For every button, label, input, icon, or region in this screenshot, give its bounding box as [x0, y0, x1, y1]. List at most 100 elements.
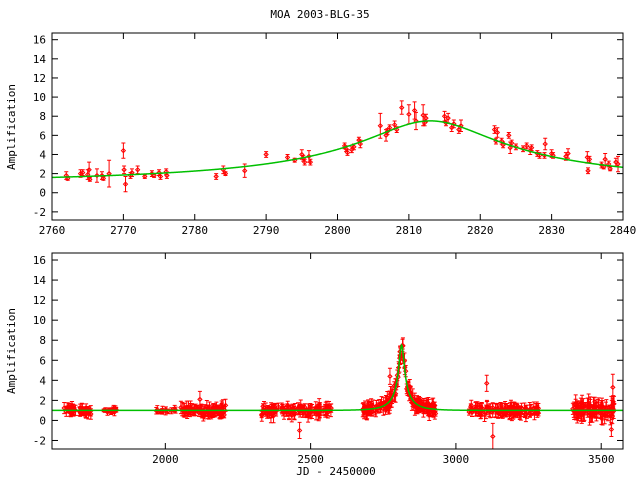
y-tick-label: 10: [33, 314, 46, 327]
x-tick-label: 2820: [467, 224, 494, 237]
data-point: [343, 146, 349, 152]
data-point: [423, 115, 429, 121]
x-tick-label: 2500: [297, 453, 324, 466]
data-point: [451, 121, 457, 127]
plot-frame: [51, 32, 624, 221]
y-tick-label: 12: [33, 294, 46, 307]
data-point: [508, 140, 515, 146]
error-bar: [399, 100, 404, 115]
error-bar: [414, 111, 419, 131]
data-point: [490, 433, 496, 440]
y-tick-label: 0: [39, 414, 46, 427]
chart-title: MOA 2003-BLG-35: [270, 8, 369, 21]
data-point: [154, 407, 161, 413]
data-point: [326, 402, 332, 409]
data-point: [602, 156, 608, 162]
data-point: [360, 406, 366, 412]
data-point: [325, 409, 331, 415]
error-bar: [220, 402, 225, 416]
data-point: [214, 410, 220, 416]
error-bar: [297, 421, 302, 439]
y-tick-label: 10: [33, 91, 46, 104]
y-tick-label: 4: [39, 148, 46, 161]
x-tick-label: 2840: [610, 224, 637, 237]
data-point: [100, 175, 107, 182]
data-point: [259, 412, 265, 419]
data-point: [481, 412, 488, 418]
data-point: [469, 409, 475, 416]
data-point: [598, 415, 605, 421]
data-point: [494, 129, 501, 136]
data-point: [386, 404, 393, 410]
y-tick-label: 8: [39, 110, 46, 123]
y-tick-label: 14: [33, 53, 47, 66]
data-point: [499, 409, 506, 415]
data-point: [484, 380, 490, 387]
data-point: [301, 159, 308, 165]
error-bar: [591, 396, 596, 417]
data-point: [88, 411, 94, 417]
top-panel-zoomed: -2 0 2 4 6 8 10 12 14 16 2760 2770 2780 2790 2800 2810 2…: [33, 32, 637, 237]
model-fit-curve: [52, 343, 623, 412]
data-point: [67, 409, 74, 416]
y-tick-label: 6: [39, 354, 46, 367]
data-point: [79, 169, 86, 176]
y-tick-label: 14: [33, 274, 47, 287]
data-point: [142, 173, 148, 180]
data-point: [592, 407, 599, 413]
data-point: [87, 176, 93, 183]
error-bar: [190, 403, 195, 416]
data-point: [222, 402, 229, 409]
error-bar: [531, 401, 536, 415]
data-point: [164, 172, 170, 179]
data-point: [242, 168, 248, 174]
data-point: [406, 111, 412, 118]
data-point: [263, 151, 269, 158]
x-tick-label: 2780: [182, 224, 209, 237]
error-bar: [410, 388, 415, 405]
error-bar: [610, 373, 615, 401]
data-point: [584, 407, 591, 413]
data-point: [508, 406, 515, 413]
x-tick-label: 3000: [443, 453, 470, 466]
data-point: [599, 403, 605, 409]
error-bar: [495, 127, 500, 138]
y-axis-label-top: Amplification: [5, 84, 18, 170]
data-point: [535, 410, 542, 416]
data-point: [407, 392, 413, 399]
data-point: [311, 407, 318, 413]
data-point: [527, 411, 533, 417]
data-point: [289, 412, 295, 419]
data-point: [517, 409, 523, 415]
data-point: [275, 404, 282, 410]
error-bar: [503, 400, 508, 416]
data-point: [201, 413, 208, 419]
data-point: [296, 427, 303, 434]
data-point: [528, 145, 535, 151]
data-point: [419, 400, 425, 407]
data-point: [159, 407, 166, 413]
data-point: [585, 168, 591, 174]
data-point: [399, 104, 405, 111]
data-point: [94, 172, 100, 179]
data-point: [377, 123, 384, 129]
y-tick-label: 16: [33, 254, 46, 267]
data-point: [270, 413, 277, 419]
error-bar: [387, 367, 392, 385]
error-bar: [197, 390, 202, 408]
data-point: [495, 410, 501, 417]
data-point: [197, 396, 203, 403]
data-point: [491, 126, 498, 133]
y-tick-label: 2: [39, 168, 46, 181]
y-tick-label: 2: [39, 394, 46, 407]
data-point: [307, 159, 314, 165]
data-point: [387, 373, 393, 380]
data-point: [610, 407, 617, 413]
x-tick-label: 2000: [152, 453, 179, 466]
error-bar: [517, 405, 522, 419]
data-point: [563, 153, 569, 160]
x-tick-label: 2800: [324, 224, 351, 237]
x-axis-label: JD - 2450000: [296, 465, 375, 478]
data-point: [506, 132, 512, 139]
